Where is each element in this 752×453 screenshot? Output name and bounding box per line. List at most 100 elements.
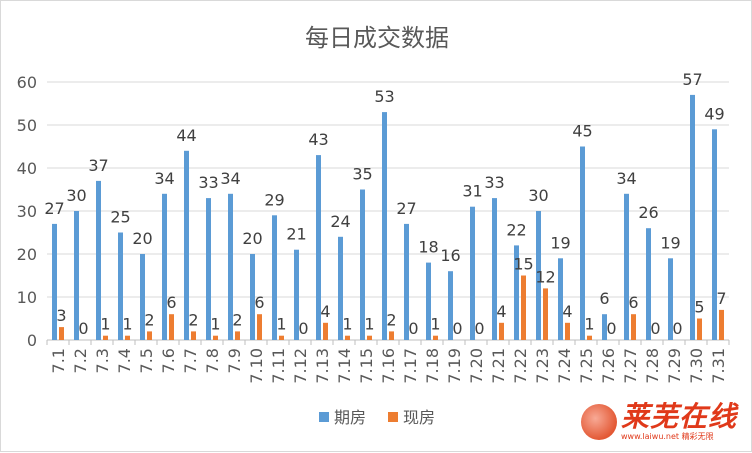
bar-xianfang	[125, 335, 130, 340]
data-label-xianfang: 2	[188, 310, 198, 329]
data-label-qifang: 33	[484, 173, 504, 192]
y-tick-label: 40	[17, 159, 37, 178]
x-tick-label: 7.20	[467, 348, 486, 384]
bar-xianfang	[587, 335, 592, 340]
bar-qifang	[426, 262, 431, 340]
data-label-qifang: 35	[352, 165, 372, 184]
x-tick-label: 7.15	[357, 348, 376, 384]
bar-xianfang	[103, 335, 108, 340]
data-label-xianfang: 1	[276, 315, 286, 334]
bar-xianfang	[279, 335, 284, 340]
data-label-xianfang: 6	[254, 293, 264, 312]
bar-qifang	[184, 150, 189, 340]
x-tick-label: 7.1	[49, 348, 68, 373]
x-tick-label: 7.18	[423, 348, 442, 384]
data-label-xianfang: 4	[320, 302, 330, 321]
x-tick-label: 7.30	[687, 348, 706, 384]
gridlines	[47, 81, 729, 341]
data-label-xianfang: 2	[232, 310, 242, 329]
data-label-xianfang: 15	[513, 255, 533, 274]
data-label-xianfang: 0	[650, 319, 660, 338]
data-label-qifang: 16	[440, 246, 460, 265]
x-tick-label: 7.28	[643, 348, 662, 384]
legend-swatch	[319, 412, 329, 422]
bar-qifang	[294, 249, 299, 340]
bar-xianfang	[719, 309, 724, 340]
bar-qifang	[580, 146, 585, 340]
x-tick-label: 7.4	[115, 348, 134, 373]
bar-xianfang	[367, 335, 372, 340]
data-label-qifang: 18	[418, 238, 438, 257]
bar-qifang	[96, 180, 101, 340]
data-label-qifang: 26	[638, 203, 658, 222]
bar-qifang	[602, 314, 607, 340]
data-label-xianfang: 0	[672, 319, 682, 338]
data-label-qifang: 34	[220, 169, 240, 188]
legend: 期房 现房	[319, 408, 435, 427]
data-label-qifang: 6	[599, 289, 609, 308]
data-label-qifang: 30	[66, 186, 86, 205]
data-label-xianfang: 4	[496, 302, 506, 321]
bar-qifang	[558, 258, 563, 340]
bar-qifang	[470, 206, 475, 340]
data-label-xianfang: 0	[298, 319, 308, 338]
data-label-xianfang: 2	[144, 310, 154, 329]
bar-xianfang	[521, 275, 526, 340]
legend-label: 期房	[334, 408, 366, 427]
bar-qifang	[250, 254, 255, 340]
data-label-xianfang: 0	[78, 319, 88, 338]
data-label-qifang: 19	[550, 233, 570, 252]
bar-xianfang	[235, 331, 240, 340]
data-label-xianfang: 1	[210, 315, 220, 334]
x-tick-label: 7.9	[225, 348, 244, 373]
x-tick-label: 7.6	[159, 348, 178, 373]
x-tick-label: 7.14	[335, 348, 354, 384]
data-label-qifang: 27	[396, 199, 416, 218]
bar-xianfang	[147, 331, 152, 340]
bar-qifang	[338, 236, 343, 340]
y-tick-label: 20	[17, 245, 37, 264]
data-label-xianfang: 5	[694, 298, 704, 317]
bar-qifang	[624, 193, 629, 340]
bar-xianfang	[169, 314, 174, 340]
bar-qifang	[668, 258, 673, 340]
bar-xianfang	[631, 314, 636, 340]
x-tick-label: 7.3	[93, 348, 112, 373]
bar-qifang	[272, 215, 277, 340]
data-label-xianfang: 4	[562, 302, 572, 321]
x-tick-label: 7.8	[203, 348, 222, 373]
data-label-qifang: 57	[682, 70, 702, 89]
bar-qifang	[536, 211, 541, 340]
data-labels: 2733003712512023464423313422062912104342…	[44, 70, 726, 338]
bar-qifang	[74, 211, 79, 340]
bar-qifang	[404, 223, 409, 340]
data-label-xianfang: 0	[452, 319, 462, 338]
x-tick-label: 7.2	[71, 348, 90, 373]
x-tick-label: 7.12	[291, 348, 310, 384]
bar-xianfang	[499, 322, 504, 340]
x-tick-label: 7.22	[511, 348, 530, 384]
data-label-qifang: 33	[198, 173, 218, 192]
bar-xianfang	[213, 335, 218, 340]
data-label-qifang: 34	[154, 169, 174, 188]
data-label-xianfang: 12	[535, 267, 555, 286]
data-label-qifang: 44	[176, 126, 196, 145]
data-label-xianfang: 3	[56, 306, 66, 325]
x-tick-label: 7.29	[665, 348, 684, 384]
data-label-xianfang: 1	[364, 315, 374, 334]
bar-xianfang	[59, 327, 64, 340]
x-tick-label: 7.23	[533, 348, 552, 384]
x-tick-label: 7.19	[445, 348, 464, 384]
legend-label: 现房	[403, 408, 435, 427]
bar-qifang	[140, 254, 145, 340]
bar-qifang	[360, 189, 365, 340]
bar-qifang	[514, 245, 519, 340]
chart-title: 每日成交数据	[305, 24, 449, 52]
bar-xianfang	[543, 288, 548, 340]
data-label-qifang: 49	[704, 104, 724, 123]
data-label-qifang: 45	[572, 122, 592, 141]
data-label-qifang: 27	[44, 199, 64, 218]
x-tick-label: 7.21	[489, 348, 508, 384]
